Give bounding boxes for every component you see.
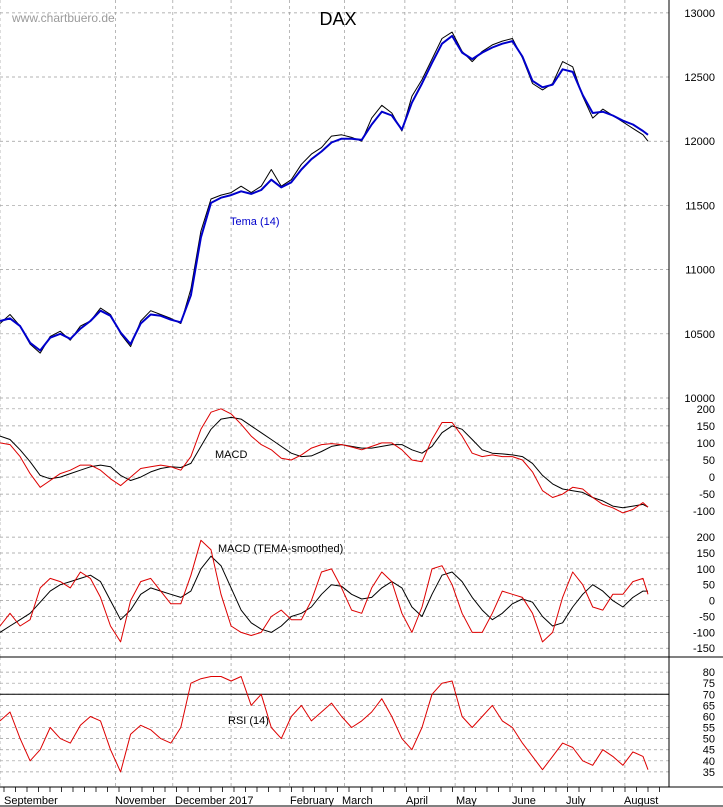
ytick-label-macd-tema: -50 bbox=[699, 611, 715, 623]
ytick-label-macd-tema: 100 bbox=[697, 564, 715, 576]
series-layer bbox=[0, 31, 649, 773]
macd-label: MACD bbox=[215, 449, 247, 461]
ytick-label-price: 10000 bbox=[684, 393, 715, 405]
ytick-label-price: 11000 bbox=[685, 265, 715, 277]
ytick-label-rsi: 50 bbox=[703, 734, 715, 746]
series-line-price-1 bbox=[0, 34, 649, 352]
ytick-label-price: 10500 bbox=[684, 329, 715, 341]
ytick-label-rsi: 65 bbox=[703, 700, 715, 712]
ytick-label-macd-tema: -150 bbox=[693, 643, 715, 655]
watermark-text: www.chartbuero.de bbox=[11, 11, 115, 25]
ticks-layer: 10000105001100011500120001250013000-100-… bbox=[684, 8, 715, 779]
ytick-label-rsi: 70 bbox=[703, 689, 715, 701]
ytick-label-rsi: 75 bbox=[703, 678, 715, 690]
ytick-label-rsi: 60 bbox=[703, 711, 715, 723]
month-label: April bbox=[406, 795, 428, 807]
month-label: December bbox=[175, 795, 226, 807]
ytick-label-macd: -100 bbox=[693, 506, 715, 518]
series-line-price-0 bbox=[0, 31, 649, 354]
ytick-label-macd: -50 bbox=[699, 489, 715, 501]
month-label: June bbox=[512, 795, 536, 807]
month-label: February bbox=[290, 795, 335, 807]
month-label: August bbox=[624, 795, 658, 807]
ytick-label-rsi: 80 bbox=[703, 667, 715, 679]
ytick-label-rsi: 45 bbox=[703, 745, 715, 757]
series-line-macd-0 bbox=[0, 416, 649, 509]
month-label: November bbox=[115, 795, 166, 807]
ytick-label-price: 12500 bbox=[684, 72, 715, 84]
ytick-label-macd: 0 bbox=[709, 472, 715, 484]
ytick-label-macd-tema: 0 bbox=[709, 596, 715, 608]
month-label: July bbox=[566, 795, 586, 807]
ytick-label-rsi: 35 bbox=[703, 767, 715, 779]
ytick-label-price: 12000 bbox=[684, 136, 715, 148]
ytick-label-macd: 200 bbox=[697, 404, 715, 416]
ytick-label-rsi: 55 bbox=[703, 723, 715, 735]
ytick-label-macd-tema: 150 bbox=[697, 548, 715, 560]
series-line-macd-tema-1 bbox=[0, 539, 649, 643]
series-line-macd-1 bbox=[0, 408, 649, 514]
ytick-label-macd: 100 bbox=[697, 438, 715, 450]
ytick-label-macd-tema: -100 bbox=[693, 627, 715, 639]
month-label: September bbox=[4, 795, 58, 807]
month-label: 2017 bbox=[229, 795, 253, 807]
rsi-label: RSI (14) bbox=[228, 715, 269, 727]
ytick-label-price: 11500 bbox=[685, 200, 715, 212]
series-line-macd-tema-0 bbox=[0, 555, 648, 633]
ytick-label-price: 13000 bbox=[684, 8, 715, 20]
tema-label: Tema (14) bbox=[230, 216, 280, 228]
ytick-label-macd-tema: 200 bbox=[697, 532, 715, 544]
ytick-label-macd: 150 bbox=[697, 421, 715, 433]
month-axis: September November December 2017 February Mar… bbox=[3, 787, 660, 807]
chart-title: DAX bbox=[319, 9, 356, 29]
ytick-label-macd-tema: 50 bbox=[703, 580, 715, 592]
ytick-label-macd: 50 bbox=[703, 455, 715, 467]
ytick-label-rsi: 40 bbox=[703, 756, 715, 768]
month-label: March bbox=[342, 795, 373, 807]
macd-tema-label: MACD (TEMA-smoothed) bbox=[218, 543, 343, 555]
month-label: May bbox=[456, 795, 477, 807]
series-line-rsi-0 bbox=[0, 676, 649, 773]
